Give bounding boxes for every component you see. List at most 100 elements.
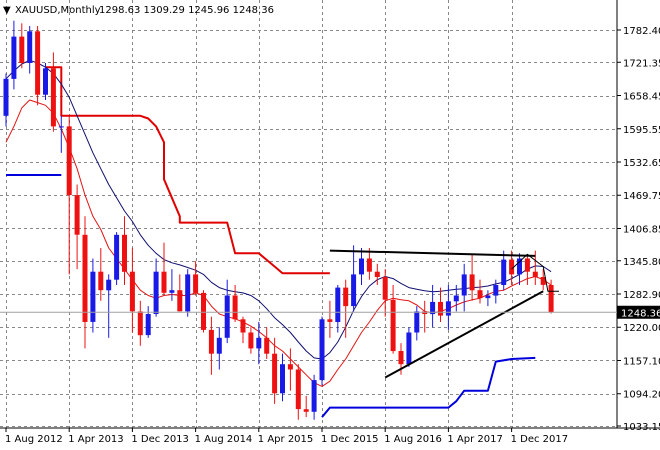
- time-tick-label: 1 Apr 2017: [447, 434, 502, 445]
- candle-body: [382, 277, 388, 300]
- candle-body: [11, 36, 17, 79]
- candle-body: [82, 234, 88, 322]
- candle-body: [19, 36, 25, 63]
- candle-body: [351, 274, 357, 307]
- moving-average-fast: [5, 99, 552, 387]
- candle-body: [201, 292, 206, 330]
- ohlc-label: 1298.63 1309.29 1245.96 1248.36: [99, 5, 274, 16]
- price-tick-label: 1282.90: [623, 290, 660, 301]
- current-price-label: 1248.36: [621, 308, 660, 319]
- candle-body: [240, 319, 246, 333]
- candle-body: [438, 301, 443, 316]
- candle-body: [90, 271, 96, 322]
- candle-body: [359, 258, 364, 275]
- price-tick-label: 1721.35: [623, 58, 660, 69]
- candle-body: [264, 337, 270, 354]
- candles-layer: [3, 20, 554, 420]
- candle-body: [366, 258, 372, 272]
- candle-body: [517, 258, 522, 275]
- candle-body: [319, 319, 325, 381]
- time-tick-label: 1 Aug 2014: [195, 434, 253, 445]
- candle-body: [145, 314, 151, 336]
- candle-body: [406, 332, 412, 365]
- price-tick-label: 1157.10: [623, 356, 660, 367]
- candle-body: [477, 290, 483, 299]
- candle-body: [35, 31, 41, 95]
- time-tick-label: 1 Aug 2016: [384, 434, 442, 445]
- candle-body: [295, 369, 301, 410]
- candle-body: [177, 290, 183, 312]
- current-price-box: [617, 305, 660, 319]
- price-tick-label: 1033.15: [623, 422, 660, 433]
- candle-body: [66, 126, 72, 196]
- candle-body: [414, 311, 420, 333]
- time-tick-label: 1 Dec 2017: [511, 434, 569, 445]
- candle-body: [548, 285, 554, 313]
- candle-body: [461, 274, 467, 296]
- candle-body: [532, 271, 538, 277]
- candle-body: [453, 295, 459, 302]
- candle-body: [98, 271, 104, 291]
- grid-lines: [0, 0, 617, 428]
- time-tick-label: 1 Apr 2013: [68, 434, 123, 445]
- trendline-upper: [329, 249, 536, 257]
- indicator-layer: [5, 59, 552, 418]
- candle-body: [272, 353, 278, 394]
- candle-body: [74, 195, 80, 235]
- candle-body: [248, 332, 254, 349]
- price-tick-label: 1532.65: [623, 158, 660, 169]
- candle-body: [114, 234, 120, 280]
- candle-body: [193, 274, 199, 293]
- candle-body: [501, 259, 507, 285]
- candle-body: [445, 301, 451, 316]
- candle-body: [50, 68, 56, 127]
- stop-line-red: [45, 66, 330, 275]
- candle-body: [232, 295, 238, 320]
- candle-body: [122, 234, 127, 272]
- candle-body: [280, 364, 285, 394]
- price-tick-label: 1658.45: [623, 92, 660, 103]
- trendlines-layer: [329, 249, 559, 379]
- candle-body: [540, 277, 546, 285]
- price-tick-label: 1094.20: [623, 390, 660, 401]
- stop-line-blue-lower: [321, 356, 536, 418]
- candle-body: [224, 295, 230, 338]
- candle-body: [311, 380, 317, 412]
- candle-body: [3, 78, 9, 116]
- time-axis[interactable]: 1 Aug 2012 1 Apr 2013 1 Dec 2013 1 Aug 2014…: [5, 428, 568, 445]
- trendline-lower: [384, 290, 544, 379]
- candle-body: [390, 299, 396, 352]
- menu-arrow-icon[interactable]: ▼: [3, 5, 11, 16]
- candle-body: [129, 271, 135, 312]
- candle-body: [524, 258, 530, 272]
- candle-body: [335, 287, 341, 322]
- candle-body: [43, 68, 48, 95]
- candle-body: [485, 295, 491, 299]
- candle-body: [287, 364, 293, 370]
- candle-body: [58, 126, 64, 128]
- candle-body: [208, 329, 214, 354]
- candle-body: [27, 31, 33, 63]
- candle-body: [430, 301, 436, 315]
- trendline-right: [511, 253, 559, 292]
- candle-body: [493, 285, 499, 296]
- chart-header[interactable]: ▼ XAUUSD,Monthly 1298.63 1309.29 1245.96…: [3, 5, 274, 16]
- candle-body: [374, 271, 380, 277]
- price-axis[interactable]: 1782.40 1721.35 1658.45 1595.55 1532.65 1469.…: [617, 26, 660, 433]
- candle-body: [327, 319, 333, 322]
- candle-body: [153, 271, 159, 314]
- time-tick-label: 1 Aug 2012: [5, 434, 63, 445]
- price-tick-label: 1469.75: [623, 191, 660, 202]
- candle-body: [216, 337, 222, 354]
- price-tick-label: 1782.40: [623, 26, 660, 37]
- moving-average-slow: [5, 59, 552, 360]
- candle-body: [509, 259, 515, 275]
- time-tick-label: 1 Dec 2015: [321, 434, 379, 445]
- candle-body: [106, 279, 112, 291]
- symbol-label: XAUUSD,Monthly: [15, 5, 101, 16]
- price-tick-label: 1220.00: [623, 323, 660, 334]
- candle-body: [256, 337, 262, 349]
- candle-body: [161, 271, 167, 293]
